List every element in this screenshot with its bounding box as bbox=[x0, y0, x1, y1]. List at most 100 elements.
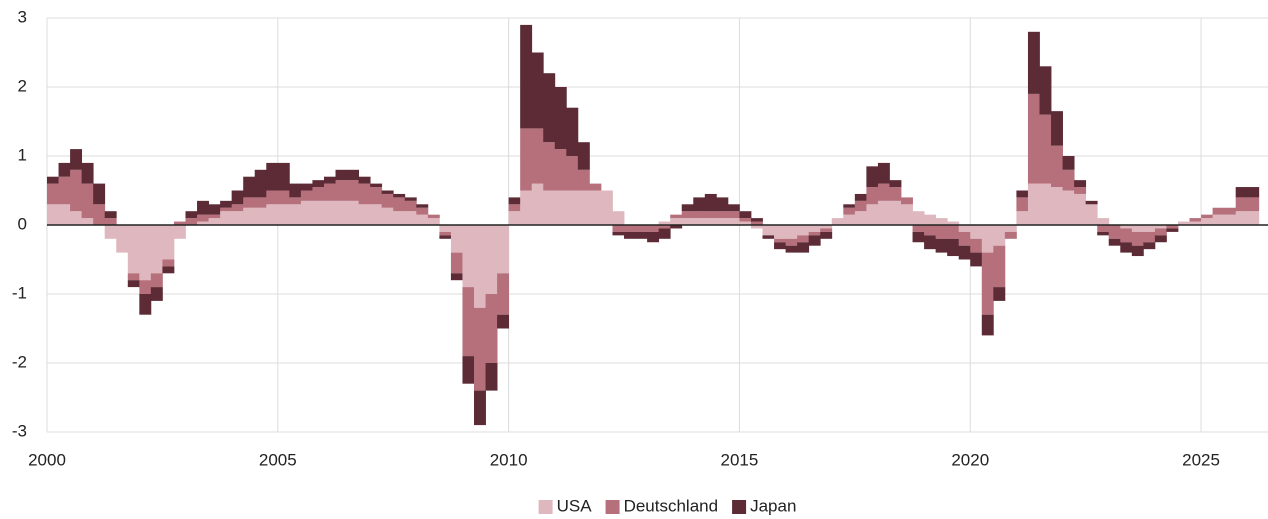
bar bbox=[808, 235, 821, 246]
bar bbox=[197, 200, 209, 215]
bar bbox=[924, 235, 937, 250]
bar bbox=[854, 200, 867, 212]
bar bbox=[1154, 228, 1167, 236]
bar bbox=[947, 221, 960, 225]
bar bbox=[323, 200, 336, 225]
bar bbox=[254, 207, 267, 225]
bar bbox=[1143, 242, 1156, 250]
bar bbox=[877, 162, 890, 184]
bar bbox=[70, 149, 83, 170]
bar bbox=[1051, 111, 1063, 146]
bar bbox=[785, 225, 798, 239]
bar bbox=[808, 225, 821, 232]
bar bbox=[208, 204, 221, 215]
bar bbox=[693, 218, 706, 225]
bar bbox=[508, 211, 521, 225]
bar bbox=[520, 128, 533, 191]
bar bbox=[716, 211, 729, 219]
bar bbox=[347, 200, 359, 225]
bar bbox=[1062, 169, 1075, 191]
bar bbox=[462, 225, 475, 288]
bar bbox=[220, 211, 233, 225]
bar bbox=[312, 180, 325, 188]
bar bbox=[947, 225, 960, 239]
bar bbox=[1166, 225, 1179, 229]
bar bbox=[647, 231, 660, 243]
bar bbox=[1154, 235, 1167, 243]
bar bbox=[912, 231, 925, 243]
bar bbox=[924, 225, 937, 236]
bar bbox=[901, 197, 913, 205]
bar bbox=[1004, 225, 1017, 232]
bar bbox=[935, 238, 948, 253]
bar bbox=[127, 273, 140, 281]
bar bbox=[1097, 218, 1110, 225]
legend-item: USA bbox=[538, 496, 593, 515]
bar bbox=[1085, 200, 1098, 205]
bar bbox=[289, 197, 302, 205]
bar bbox=[416, 204, 429, 208]
bar bbox=[670, 214, 683, 219]
bar bbox=[474, 225, 486, 308]
bar bbox=[497, 225, 510, 274]
bar bbox=[635, 225, 648, 232]
bar bbox=[404, 197, 417, 201]
bar bbox=[612, 211, 625, 225]
bar bbox=[1016, 190, 1029, 198]
bar bbox=[958, 225, 971, 232]
bar bbox=[116, 225, 129, 253]
bar bbox=[543, 142, 556, 191]
bar bbox=[208, 214, 221, 219]
bar bbox=[1235, 187, 1248, 198]
bar bbox=[670, 225, 683, 229]
legend-label: USA bbox=[557, 496, 593, 515]
bar bbox=[589, 183, 602, 191]
bar bbox=[1062, 190, 1075, 225]
bar bbox=[93, 183, 106, 205]
bar bbox=[231, 211, 244, 225]
x-tick-label: 2015 bbox=[721, 450, 759, 469]
bar bbox=[70, 169, 83, 212]
bar bbox=[739, 221, 752, 225]
bar bbox=[1131, 245, 1144, 257]
bar bbox=[566, 156, 579, 191]
bar bbox=[612, 231, 625, 236]
bar bbox=[797, 235, 810, 243]
y-tick-label: -3 bbox=[12, 421, 27, 440]
bar bbox=[993, 245, 1006, 288]
bar bbox=[1051, 187, 1063, 225]
bar bbox=[750, 218, 763, 222]
bar bbox=[312, 187, 325, 201]
bar bbox=[1097, 225, 1110, 232]
bar bbox=[370, 187, 383, 205]
legend-item: Japan bbox=[732, 496, 796, 515]
bar bbox=[577, 190, 590, 225]
bar bbox=[739, 211, 752, 219]
bar bbox=[704, 193, 717, 212]
bar bbox=[843, 204, 856, 208]
bar bbox=[520, 24, 533, 129]
bar bbox=[993, 225, 1006, 246]
bar bbox=[393, 197, 406, 212]
bar bbox=[727, 218, 740, 225]
bar bbox=[1201, 214, 1214, 219]
bar bbox=[450, 273, 463, 281]
bar bbox=[427, 214, 440, 219]
bar bbox=[924, 214, 937, 225]
bar bbox=[347, 169, 359, 181]
bar bbox=[658, 228, 671, 239]
bar bbox=[681, 211, 694, 219]
bar bbox=[774, 225, 787, 239]
bar bbox=[173, 221, 186, 225]
bar bbox=[877, 200, 890, 225]
bar bbox=[866, 187, 879, 205]
bar bbox=[300, 183, 313, 191]
bar bbox=[1085, 204, 1098, 225]
bar bbox=[1027, 93, 1040, 184]
bar bbox=[162, 266, 175, 274]
bar bbox=[1016, 211, 1029, 225]
bar bbox=[358, 183, 371, 205]
bar bbox=[370, 204, 383, 225]
bar bbox=[497, 314, 510, 329]
bar bbox=[727, 211, 740, 219]
